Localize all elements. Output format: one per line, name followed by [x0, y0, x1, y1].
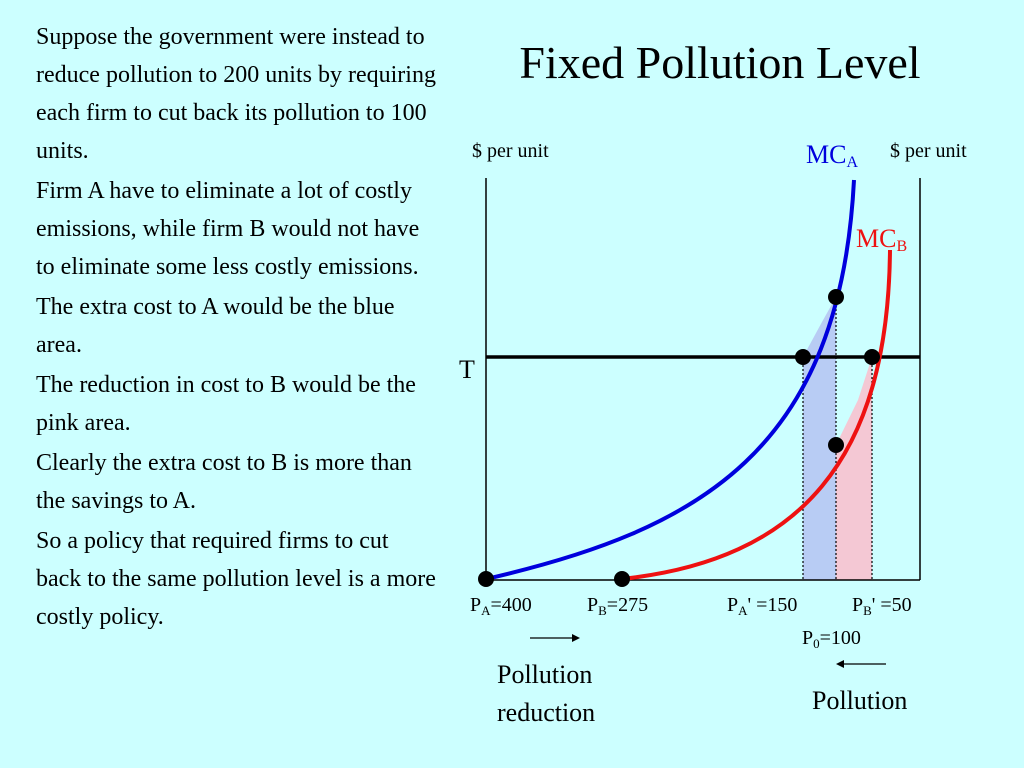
point-mca-p0 — [828, 289, 844, 305]
pink-area — [836, 357, 872, 580]
pb-prime-label: PB' =50 — [852, 594, 912, 618]
tax-label: T — [459, 355, 475, 384]
slide-title: Fixed Pollution Level — [519, 37, 921, 88]
pa-label: PA=400 — [470, 594, 532, 618]
explanation-text: Suppose the government were instead to r… — [36, 18, 436, 638]
paragraph: The reduction in cost to B would be the … — [36, 372, 416, 436]
arrow-head-right — [572, 634, 580, 642]
point-mca-tax — [795, 349, 811, 365]
left-axis-label: $ per unit — [472, 140, 549, 162]
pollution-reduction-label: Pollution reduction — [497, 660, 596, 727]
mc-b-label: MCB — [856, 224, 908, 255]
p0-label: P0=100 — [802, 627, 861, 651]
pb-label: PB=275 — [587, 594, 649, 618]
pollution-label: Pollution — [812, 686, 908, 715]
paragraph: So a policy that required firms to cut b… — [36, 528, 436, 630]
pa-prime-label: PA' =150 — [727, 594, 798, 618]
mc-b-curve — [621, 249, 892, 581]
point-pb — [614, 571, 630, 587]
paragraph: Clearly the extra cost to B is more than… — [36, 450, 412, 514]
paragraph: Suppose the government were instead to r… — [36, 24, 436, 164]
mc-a-curve — [485, 179, 856, 581]
arrow-head-left — [836, 660, 844, 668]
point-pa — [478, 571, 494, 587]
blue-area — [803, 297, 836, 580]
right-axis-label: $ per unit — [890, 140, 967, 162]
point-mcb-tax — [864, 349, 880, 365]
paragraph: The extra cost to A would be the blue ar… — [36, 294, 395, 358]
paragraph: Firm A have to eliminate a lot of costly… — [36, 178, 420, 280]
point-mcb-p0 — [828, 437, 844, 453]
mc-a-label: MCA — [806, 140, 859, 171]
